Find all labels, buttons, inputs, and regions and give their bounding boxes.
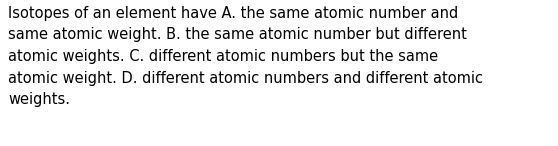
Text: Isotopes of an element have A. the same atomic number and
same atomic weight. B.: Isotopes of an element have A. the same …	[8, 6, 483, 107]
